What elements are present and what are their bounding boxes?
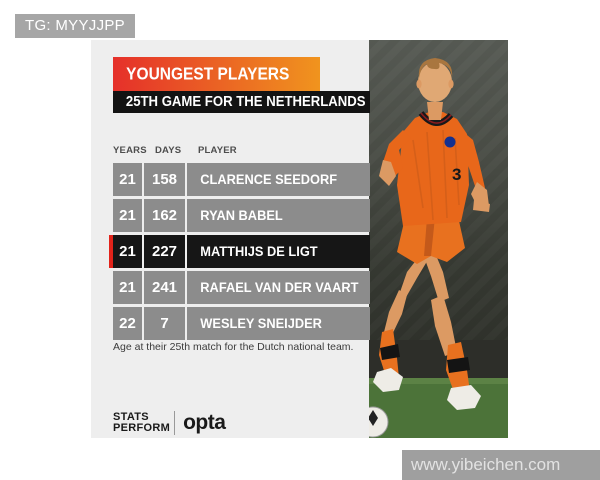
svg-text:3: 3 bbox=[452, 165, 461, 184]
